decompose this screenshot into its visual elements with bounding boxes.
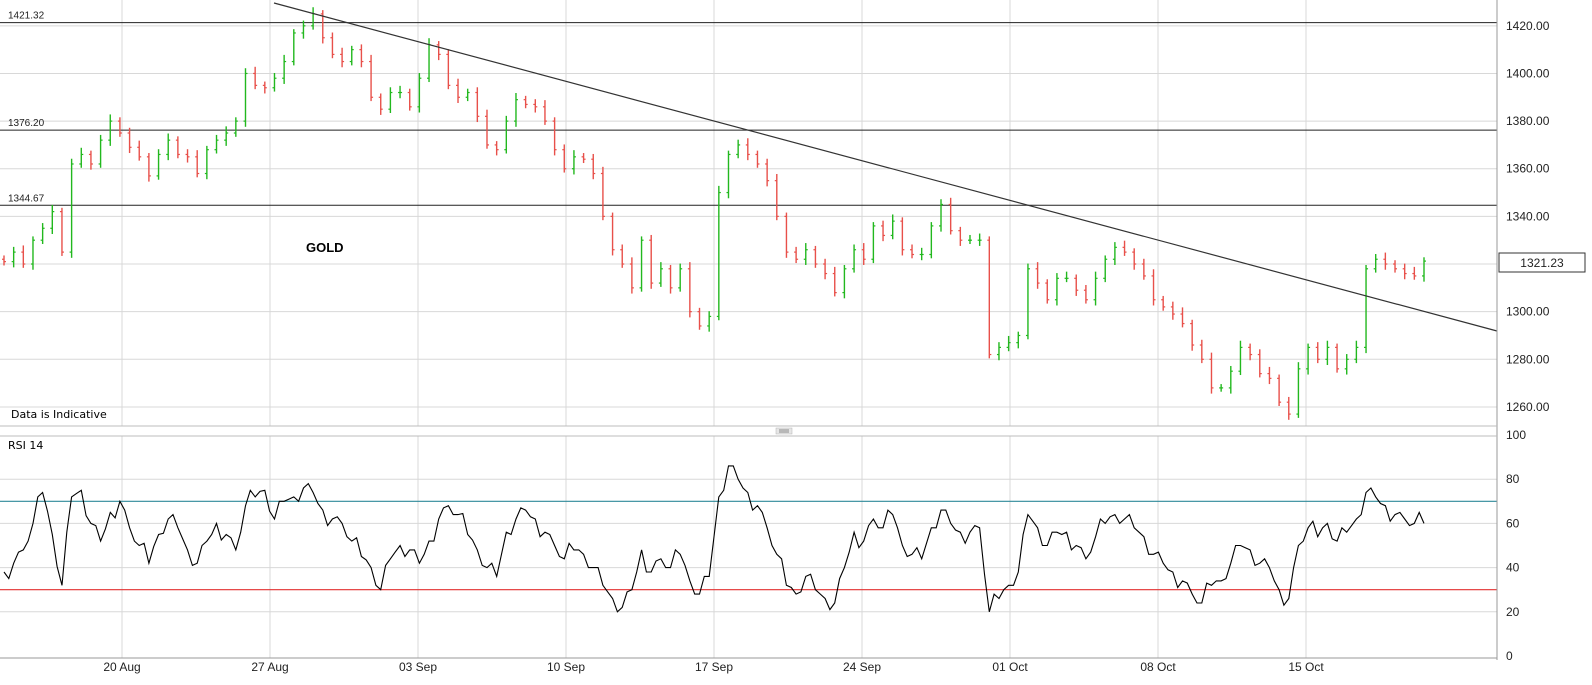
time-tick-label: 27 Aug <box>251 660 288 674</box>
chart-title: GOLD <box>306 240 344 255</box>
time-tick-label: 15 Oct <box>1288 660 1324 674</box>
axes: 1260.001280.001300.001320.001340.001360.… <box>103 19 1549 674</box>
price-tick-label: 1380.00 <box>1506 114 1550 128</box>
level-label: 1421.32 <box>8 11 45 22</box>
price-tick-label: 1260.00 <box>1506 400 1550 414</box>
rsi-label: RSI 14 <box>8 439 43 452</box>
time-tick-label: 24 Sep <box>843 660 881 674</box>
rsi-tick-label: 20 <box>1506 605 1520 619</box>
level-label: 1344.67 <box>8 193 45 204</box>
trendline <box>273 2 1498 332</box>
time-tick-label: 03 Sep <box>399 660 437 674</box>
time-tick-label: 08 Oct <box>1140 660 1176 674</box>
last-value-box: 1321.23 <box>1498 252 1586 273</box>
time-tick-label: 20 Aug <box>103 660 140 674</box>
indicative-note: Data is Indicative <box>11 408 107 421</box>
price-tick-label: 1280.00 <box>1506 352 1550 366</box>
rsi-tick-label: 0 <box>1506 649 1513 663</box>
level-label: 1376.20 <box>8 118 45 129</box>
trend-line <box>273 2 1498 332</box>
rsi-tick-label: 40 <box>1506 561 1520 575</box>
price-tick-label: 1300.00 <box>1506 305 1550 319</box>
grid <box>0 0 1497 658</box>
price-tick-label: 1420.00 <box>1506 19 1550 33</box>
rsi-tick-label: 60 <box>1506 516 1520 530</box>
time-tick-label: 17 Sep <box>695 660 733 674</box>
rsi-tick-label: 100 <box>1506 428 1526 442</box>
rsi-tick-label: 80 <box>1506 472 1520 486</box>
price-tick-label: 1360.00 <box>1506 162 1550 176</box>
candles <box>2 7 1426 420</box>
price-tick-label: 1340.00 <box>1506 209 1550 223</box>
time-tick-label: 01 Oct <box>992 660 1028 674</box>
last-value-label: 1321.23 <box>1520 256 1564 270</box>
time-tick-label: 10 Sep <box>547 660 585 674</box>
rsi-panel <box>0 465 1497 613</box>
price-tick-label: 1400.00 <box>1506 66 1550 80</box>
rsi-line <box>3 465 1425 613</box>
panel-resize-handle[interactable] <box>775 427 793 435</box>
